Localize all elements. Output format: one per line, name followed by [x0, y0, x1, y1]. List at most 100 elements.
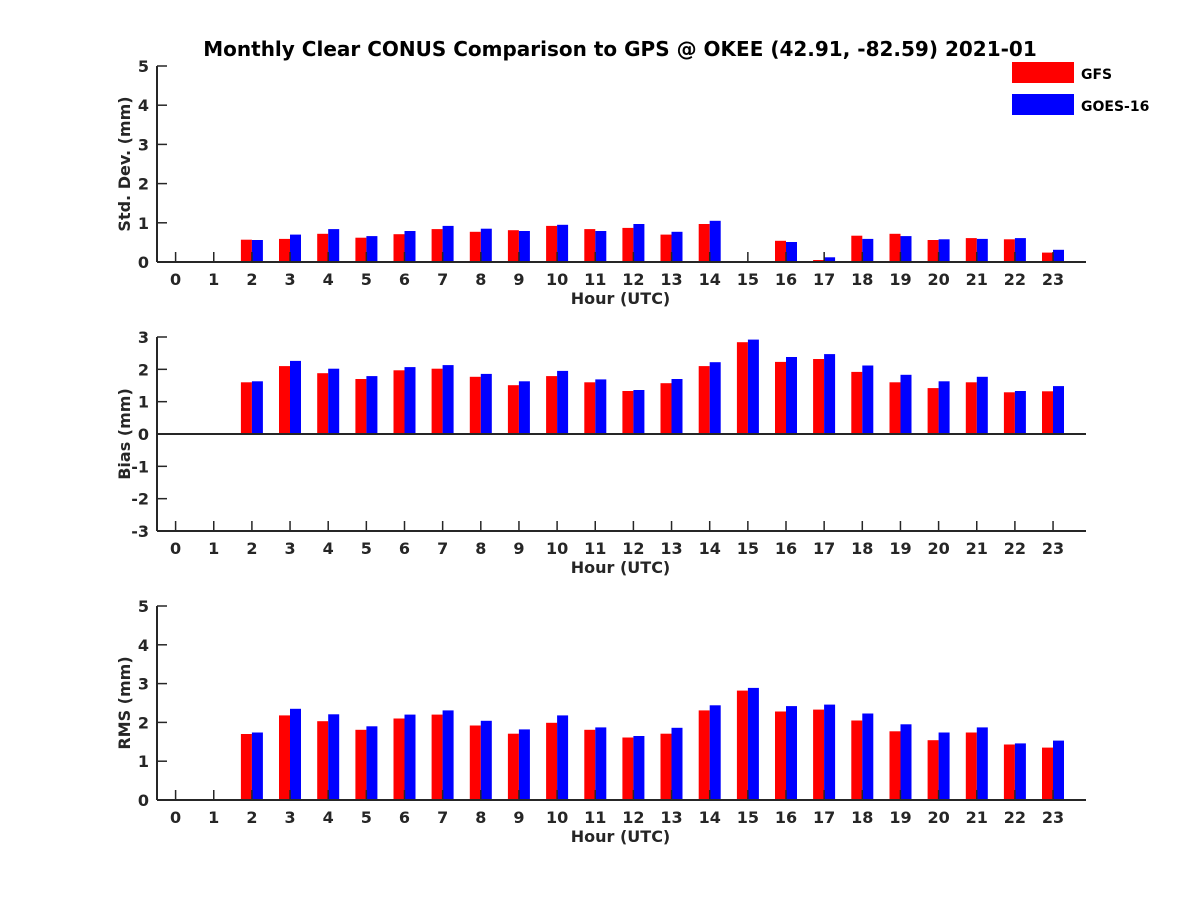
bar-gfs-hour-6 — [393, 370, 405, 434]
bar-goes-16-hour-21 — [976, 727, 988, 800]
x-tick-label: 21 — [966, 270, 988, 289]
x-tick-label: 2 — [246, 808, 257, 827]
bar-gfs-hour-10 — [546, 376, 558, 434]
x-tick-label: 4 — [323, 808, 334, 827]
y-axis-label: Std. Dev. (mm) — [115, 96, 134, 231]
x-tick-label: 17 — [813, 539, 835, 558]
bar-goes-16-hour-7 — [442, 710, 454, 800]
y-tick-label: 1 — [138, 214, 149, 233]
bar-goes-16-hour-7 — [442, 225, 454, 262]
bar-gfs-hour-23 — [1042, 252, 1053, 262]
bar-goes-16-hour-12 — [633, 736, 645, 800]
bar-gfs-hour-13 — [660, 234, 672, 262]
figure-title: Monthly Clear CONUS Comparison to GPS @ … — [203, 37, 1037, 61]
bar-goes-16-hour-8 — [480, 720, 492, 800]
bar-gfs-hour-5 — [355, 237, 367, 262]
bar-gfs-hour-4 — [317, 233, 329, 262]
legend-swatch-gfs — [1012, 62, 1074, 83]
y-tick-label: 3 — [138, 135, 149, 154]
bar-goes-16-hour-9 — [518, 381, 530, 434]
x-axis-label: Hour (UTC) — [571, 558, 671, 577]
x-tick-label: 0 — [170, 270, 181, 289]
bar-goes-16-hour-16 — [786, 242, 797, 262]
x-tick-label: 3 — [284, 808, 295, 827]
x-tick-label: 14 — [699, 539, 721, 558]
y-tick-label: 0 — [138, 425, 149, 444]
bar-goes-16-hour-6 — [404, 367, 416, 434]
bar-goes-16-hour-9 — [518, 231, 530, 262]
bar-gfs-hour-21 — [965, 238, 977, 262]
bar-gfs-hour-8 — [469, 231, 481, 262]
bar-goes-16-hour-6 — [404, 231, 416, 262]
bar-gfs-hour-7 — [431, 714, 443, 800]
x-tick-label: 22 — [1004, 270, 1026, 289]
x-axis-label: Hour (UTC) — [571, 827, 671, 846]
y-tick-label: 3 — [138, 675, 149, 694]
bar-gfs-hour-7 — [431, 368, 443, 434]
x-tick-label: 23 — [1042, 539, 1064, 558]
bar-gfs-hour-20 — [927, 240, 939, 262]
bar-gfs-hour-14 — [698, 224, 710, 262]
y-tick-label: 3 — [138, 328, 149, 347]
x-tick-label: 21 — [966, 808, 988, 827]
bar-goes-16-hour-14 — [709, 362, 721, 434]
x-tick-label: 9 — [513, 539, 524, 558]
bar-goes-16-hour-10 — [557, 224, 569, 262]
y-tick-label: 2 — [138, 175, 149, 194]
bar-gfs-hour-23 — [1042, 747, 1053, 800]
bar-goes-16-hour-9 — [518, 729, 530, 800]
y-tick-label: -3 — [131, 522, 149, 541]
bar-gfs-hour-18 — [851, 720, 863, 800]
x-tick-label: 11 — [584, 270, 606, 289]
x-tick-label: 4 — [323, 270, 334, 289]
bar-goes-16-hour-16 — [786, 706, 797, 800]
x-tick-label: 3 — [284, 539, 295, 558]
bar-gfs-hour-8 — [469, 376, 481, 434]
bar-goes-16-hour-5 — [366, 726, 378, 800]
y-tick-label: 5 — [138, 597, 149, 616]
bar-goes-16-hour-23 — [1053, 386, 1064, 434]
bar-gfs-hour-21 — [965, 382, 977, 434]
bar-goes-16-hour-2 — [251, 732, 263, 800]
x-tick-label: 22 — [1004, 539, 1026, 558]
bar-gfs-hour-13 — [660, 383, 672, 434]
bar-gfs-hour-8 — [469, 725, 481, 800]
bar-goes-16-hour-8 — [480, 228, 492, 262]
y-tick-label: 1 — [138, 752, 149, 771]
y-tick-label: -2 — [131, 490, 149, 509]
bar-goes-16-hour-10 — [557, 370, 569, 434]
bar-goes-16-hour-21 — [976, 376, 988, 434]
bar-gfs-hour-20 — [927, 388, 939, 434]
bar-gfs-hour-5 — [355, 729, 367, 800]
bar-gfs-hour-2 — [240, 239, 252, 262]
bar-gfs-hour-17 — [813, 709, 825, 800]
x-tick-label: 17 — [813, 808, 835, 827]
bar-goes-16-hour-18 — [862, 713, 874, 800]
bar-gfs-hour-9 — [507, 385, 519, 434]
x-tick-label: 15 — [737, 539, 759, 558]
bar-gfs-hour-19 — [889, 382, 901, 434]
bar-gfs-hour-11 — [584, 229, 596, 262]
bar-gfs-hour-10 — [546, 722, 558, 800]
bar-gfs-hour-19 — [889, 233, 901, 262]
x-tick-label: 10 — [546, 539, 568, 558]
bar-gfs-hour-12 — [622, 737, 634, 800]
x-tick-label: 20 — [927, 808, 949, 827]
y-tick-label: -1 — [131, 457, 149, 476]
x-tick-label: 12 — [622, 270, 644, 289]
x-tick-label: 7 — [437, 539, 448, 558]
legend-swatch-goes-16 — [1012, 94, 1074, 115]
bar-gfs-hour-12 — [622, 391, 634, 434]
bar-goes-16-hour-2 — [251, 240, 263, 262]
bar-gfs-hour-13 — [660, 733, 672, 800]
x-tick-label: 16 — [775, 808, 797, 827]
bar-goes-16-hour-20 — [938, 381, 950, 434]
bar-goes-16-hour-13 — [671, 727, 683, 800]
x-tick-label: 8 — [475, 808, 486, 827]
bar-goes-16-hour-20 — [938, 239, 950, 262]
legend: GFS GOES-16 — [1012, 62, 1149, 115]
bar-gfs-hour-11 — [584, 382, 596, 434]
x-tick-label: 16 — [775, 270, 797, 289]
x-tick-label: 7 — [437, 270, 448, 289]
